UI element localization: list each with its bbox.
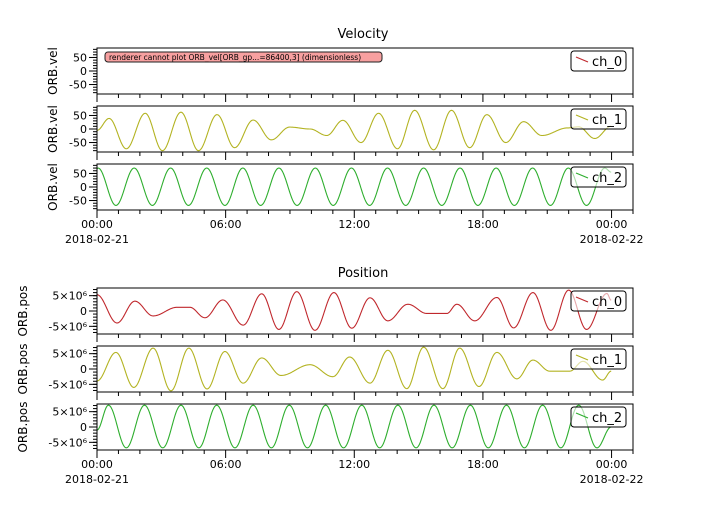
y-tick-label: 0: [80, 181, 87, 194]
legend-label: ch_0: [592, 295, 622, 310]
y-tick-label: 0: [80, 65, 87, 78]
y-tick-label: -5×10⁶: [48, 378, 87, 391]
y-tick-label: 0: [80, 421, 87, 434]
y-axis-label: ORB.vel: [46, 105, 60, 153]
x-tick-date-label: 2018-02-22: [580, 233, 644, 246]
legend-label: ch_1: [592, 353, 622, 368]
y-axis-label: ORB.pos: [16, 285, 30, 336]
x-tick-label: 06:00: [210, 218, 242, 231]
error-message: renderer cannot plot ORB_vel[ORB_gp...=8…: [109, 53, 361, 62]
panel-3: 5×10⁶ 0 -5×10⁶ ORB.pos ch_2: [16, 401, 634, 458]
legend-label: ch_0: [592, 55, 622, 70]
x-tick-label: 12:00: [338, 218, 370, 231]
y-axis-label: ORB.pos: [16, 343, 30, 394]
position-title: Position: [338, 266, 389, 281]
plot-frame: [96, 403, 634, 451]
x-tick-label: 00:00: [81, 458, 113, 471]
y-tick-label: 0: [80, 123, 87, 136]
panel-2: 500-50 ORB.vel ch_1: [46, 105, 634, 160]
legend-box: [570, 50, 627, 72]
x-tick-label: 18:00: [467, 458, 499, 471]
y-axis-label: ORB.vel: [46, 47, 60, 95]
series-line-ch_2: [97, 167, 612, 206]
y-tick-label: 5×10⁶: [52, 406, 87, 419]
series-line-ch_1: [97, 346, 612, 392]
legend-box: [570, 348, 627, 370]
plot-frame: [96, 287, 634, 335]
series-line-ch_1: [97, 109, 612, 152]
panel-1: 5×10⁶ 0 -5×10⁶ ORB.pos ch_0: [16, 285, 634, 342]
x-tick-label: 00:00: [596, 218, 628, 231]
legend-box: [570, 166, 627, 188]
legend-label: ch_2: [592, 411, 622, 426]
x-tick-label: 00:00: [81, 218, 113, 231]
legend-line-swatch: [575, 412, 589, 419]
y-tick-label: 5×10⁶: [52, 290, 87, 303]
legend: ch_0: [570, 50, 627, 72]
legend: ch_0: [570, 290, 627, 312]
y-axis-label: ORB.vel: [46, 163, 60, 211]
legend-box: [570, 406, 627, 428]
error-message-box: [104, 51, 383, 63]
legend-box: [570, 108, 627, 130]
chart-position: 5×10⁶ 0 -5×10⁶ ORB.pos ch_0 5×10⁶ 0 -5×10⁶ ORB.p…: [16, 285, 644, 486]
velocity-title: Velocity: [338, 27, 389, 42]
y-tick-label: 50: [73, 51, 87, 64]
y-tick-label: -5×10⁶: [48, 436, 87, 449]
y-tick-label: 0: [80, 363, 87, 376]
series-line-ch_0: [97, 289, 612, 331]
legend-line-swatch: [575, 172, 589, 179]
panel-3: 500-50 ORB.vel ch_2: [46, 163, 634, 218]
y-axis-label: ORB.pos: [16, 401, 30, 452]
y-tick-label: 50: [73, 167, 87, 180]
y-tick-label: 0: [80, 305, 87, 318]
y-tick-label: 5×10⁶: [52, 348, 87, 361]
legend-line-swatch: [575, 56, 589, 63]
panel-1: 500-50 ORB.vel renderer cannot plot ORB_ve…: [46, 47, 634, 102]
x-tick-label: 06:00: [210, 458, 242, 471]
panel-2: 5×10⁶ 0 -5×10⁶ ORB.pos ch_1: [16, 343, 634, 400]
legend: ch_2: [570, 166, 627, 188]
y-tick-label: -50: [69, 79, 87, 92]
x-tick-date-label: 2018-02-22: [580, 473, 644, 486]
y-tick-label: -5×10⁶: [48, 320, 87, 333]
plot-frame: [96, 105, 634, 153]
legend-box: [570, 290, 627, 312]
series-line-ch_2: [97, 404, 612, 449]
x-tick-label: 12:00: [338, 458, 370, 471]
legend-label: ch_1: [592, 113, 622, 128]
plot-frame: [96, 345, 634, 393]
legend: ch_1: [570, 108, 627, 130]
legend-line-swatch: [575, 114, 589, 121]
x-tick-label: 00:00: [596, 458, 628, 471]
legend: ch_1: [570, 348, 627, 370]
x-tick-date-label: 2018-02-21: [65, 233, 129, 246]
legend-line-swatch: [575, 354, 589, 361]
y-tick-label: -50: [69, 137, 87, 150]
y-tick-label: 50: [73, 109, 87, 122]
plot-frame: [96, 163, 634, 211]
legend-line-swatch: [575, 296, 589, 303]
x-tick-date-label: 2018-02-21: [65, 473, 129, 486]
legend-label: ch_2: [592, 171, 622, 186]
legend: ch_2: [570, 406, 627, 428]
x-tick-label: 18:00: [467, 218, 499, 231]
y-tick-label: -50: [69, 195, 87, 208]
